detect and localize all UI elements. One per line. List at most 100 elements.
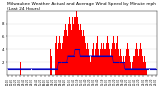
Point — [116, 62, 119, 63]
Point — [91, 55, 94, 57]
Bar — [114, 43, 115, 75]
Bar — [108, 43, 109, 75]
Point — [149, 68, 152, 69]
Bar — [72, 17, 73, 75]
Bar — [68, 24, 69, 75]
Bar — [84, 36, 85, 75]
Bar — [62, 43, 63, 75]
Point — [81, 55, 84, 57]
Point — [46, 68, 48, 69]
Bar — [85, 43, 86, 75]
Point — [141, 68, 144, 69]
Point — [118, 62, 121, 63]
Bar — [112, 43, 113, 75]
Point — [154, 68, 157, 69]
Point — [58, 62, 61, 63]
Point — [61, 62, 64, 63]
Point — [59, 62, 62, 63]
Point — [20, 68, 22, 69]
Bar — [135, 49, 136, 75]
Point — [13, 68, 15, 69]
Point — [135, 68, 137, 69]
Point — [138, 68, 140, 69]
Point — [139, 68, 141, 69]
Point — [103, 55, 105, 57]
Point — [123, 68, 126, 69]
Point — [23, 68, 26, 69]
Point — [76, 49, 78, 50]
Bar — [122, 62, 123, 75]
Bar — [115, 49, 116, 75]
Bar — [111, 49, 112, 75]
Bar — [59, 36, 60, 75]
Bar — [117, 36, 118, 75]
Point — [120, 62, 123, 63]
Point — [93, 55, 96, 57]
Point — [78, 49, 80, 50]
Point — [21, 68, 24, 69]
Point — [25, 68, 28, 69]
Point — [16, 68, 18, 69]
Bar — [113, 36, 114, 75]
Point — [115, 62, 118, 63]
Bar — [144, 56, 145, 75]
Point — [140, 68, 143, 69]
Point — [57, 62, 60, 63]
Bar — [102, 49, 104, 75]
Point — [113, 62, 116, 63]
Point — [55, 68, 58, 69]
Point — [92, 55, 95, 57]
Point — [43, 68, 45, 69]
Point — [105, 55, 107, 57]
Bar — [60, 43, 61, 75]
Bar — [96, 43, 97, 75]
Bar — [98, 49, 99, 75]
Bar — [88, 49, 89, 75]
Text: Milwaukee Weather Actual and Average Wind Speed by Minute mph (Last 24 Hours): Milwaukee Weather Actual and Average Win… — [7, 2, 156, 11]
Point — [119, 62, 122, 63]
Bar — [55, 43, 56, 75]
Bar — [78, 24, 79, 75]
Point — [49, 68, 51, 69]
Point — [18, 68, 20, 69]
Point — [8, 68, 11, 69]
Point — [82, 55, 84, 57]
Bar — [89, 56, 90, 75]
Point — [111, 55, 114, 57]
Bar — [132, 62, 133, 75]
Point — [153, 68, 156, 69]
Point — [66, 55, 69, 57]
Point — [132, 68, 134, 69]
Bar — [128, 49, 129, 75]
Point — [65, 62, 68, 63]
Point — [125, 68, 128, 69]
Point — [85, 55, 88, 57]
Point — [31, 68, 34, 69]
Bar — [64, 30, 65, 75]
Point — [30, 68, 33, 69]
Bar — [95, 49, 96, 75]
Point — [122, 62, 125, 63]
Bar — [142, 56, 143, 75]
Point — [34, 68, 37, 69]
Point — [79, 55, 81, 57]
Bar — [63, 36, 64, 75]
Point — [24, 68, 27, 69]
Point — [121, 62, 124, 63]
Bar — [100, 49, 101, 75]
Point — [147, 68, 150, 69]
Bar — [120, 49, 121, 75]
Point — [72, 55, 74, 57]
Bar — [109, 49, 110, 75]
Point — [134, 68, 136, 69]
Point — [127, 68, 129, 69]
Bar — [92, 49, 93, 75]
Bar — [140, 43, 141, 75]
Point — [41, 68, 43, 69]
Bar — [90, 62, 91, 75]
Bar — [123, 56, 124, 75]
Point — [45, 68, 47, 69]
Point — [36, 68, 39, 69]
Point — [146, 68, 149, 69]
Point — [148, 68, 151, 69]
